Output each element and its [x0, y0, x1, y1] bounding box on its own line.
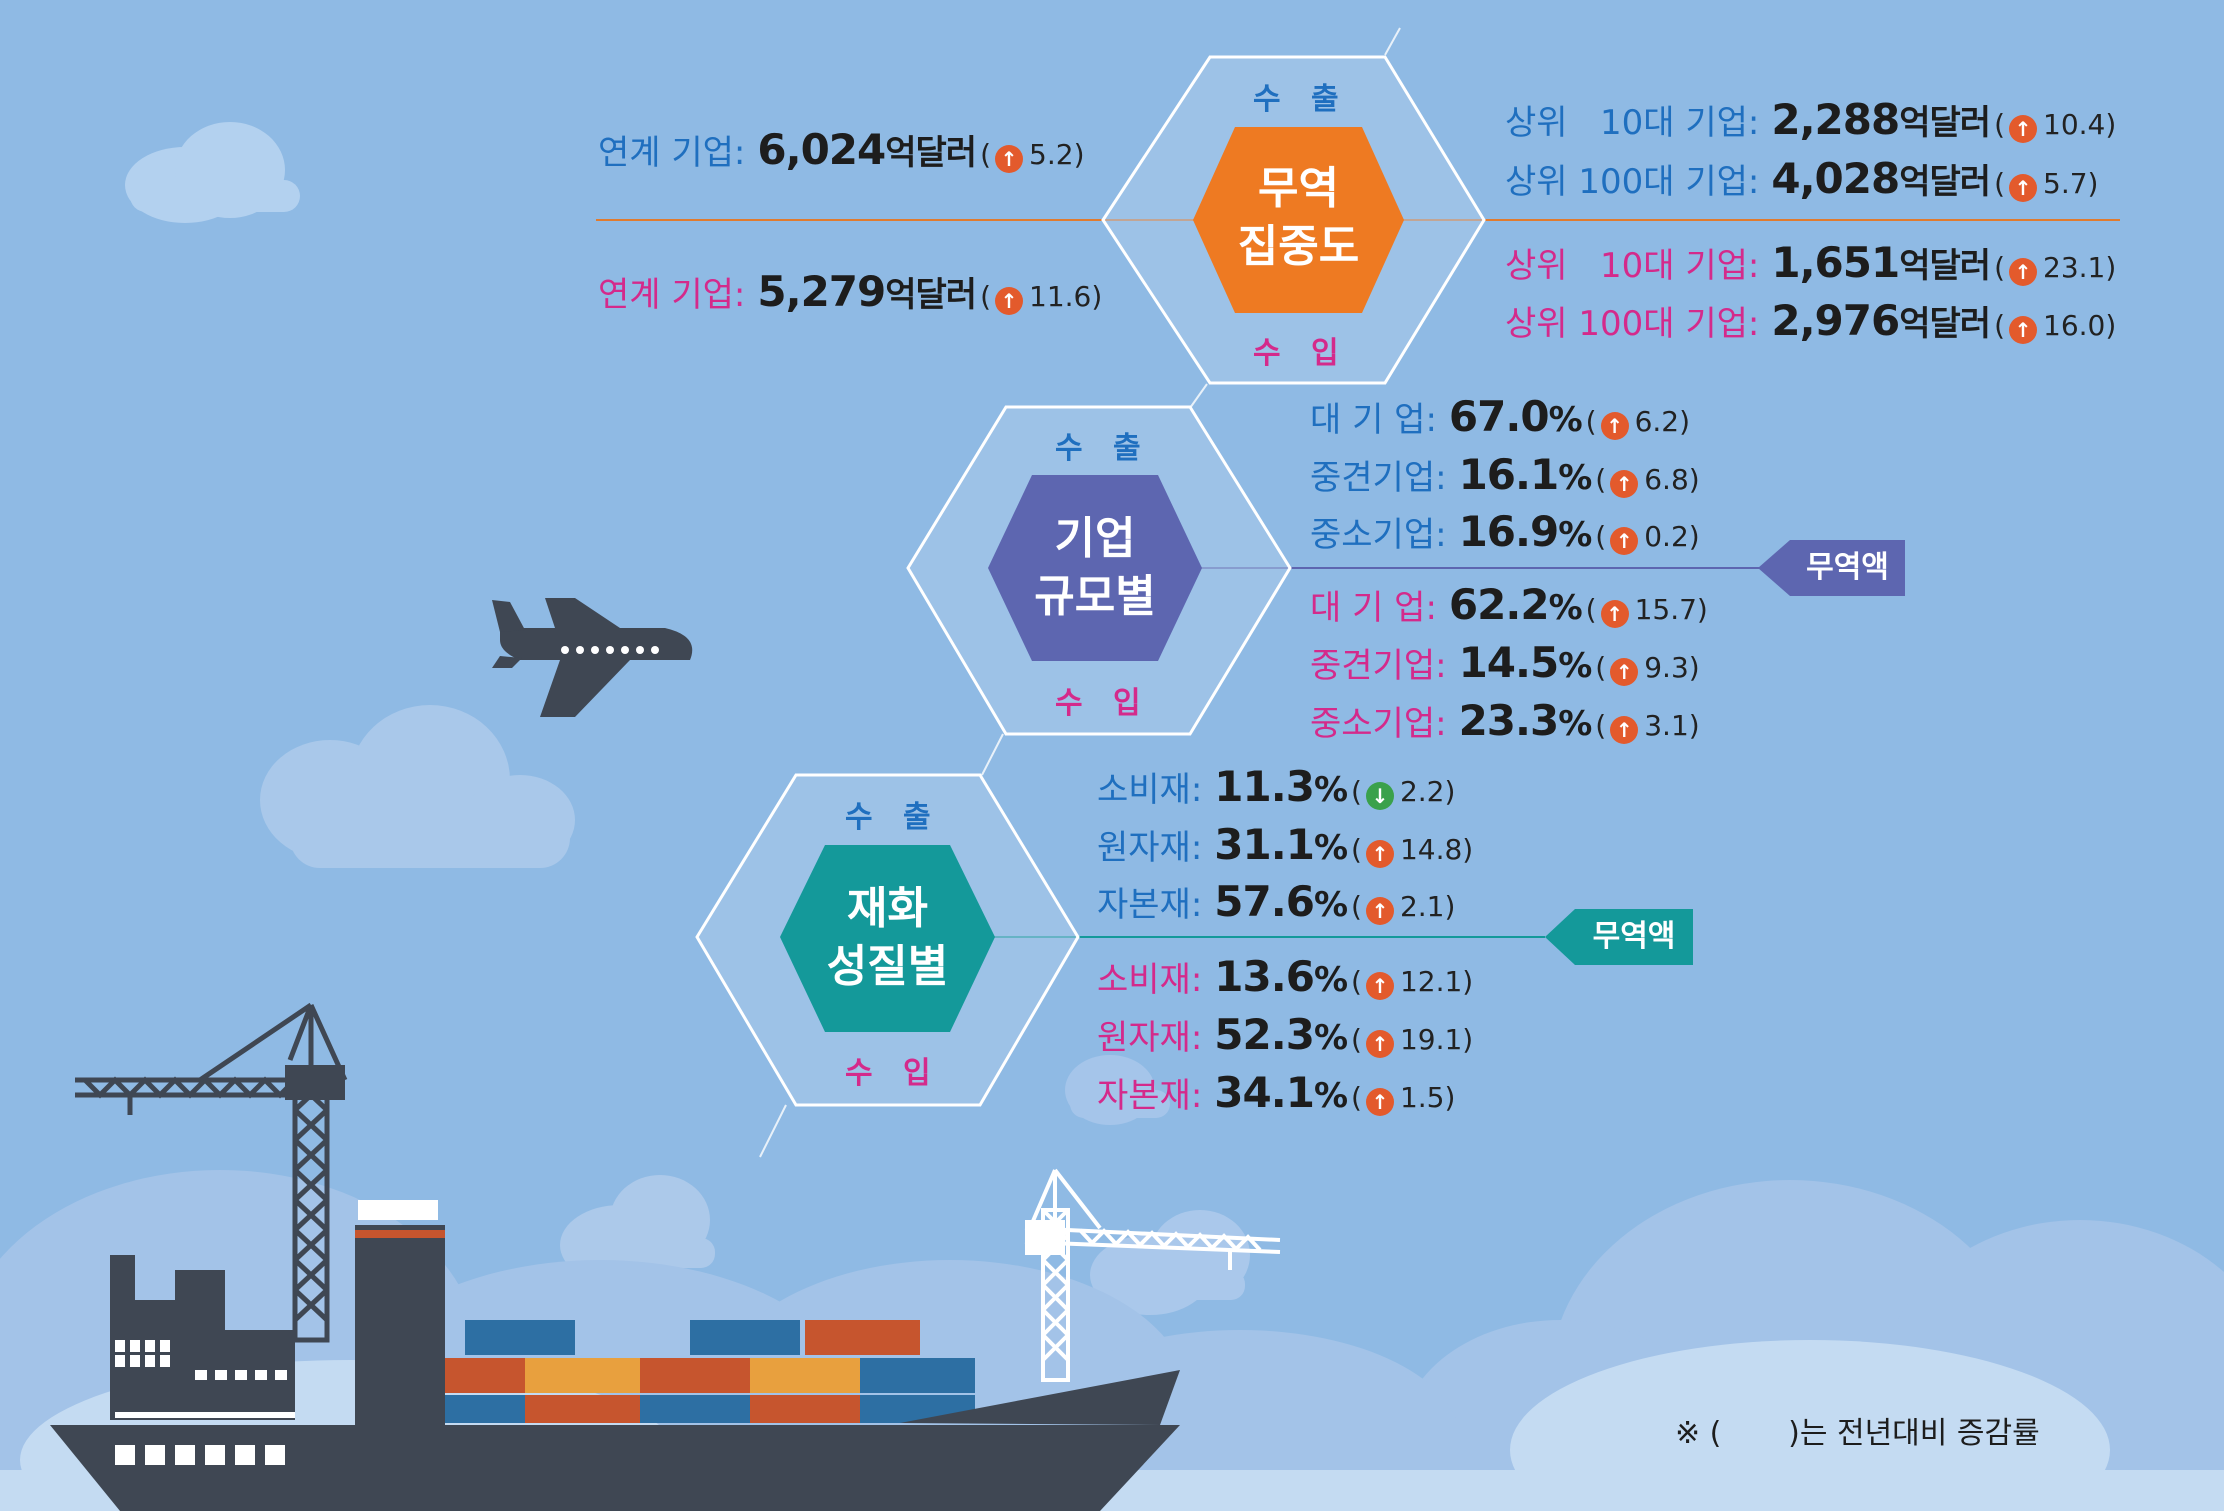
up-arrow-icon — [1610, 526, 1639, 555]
up-arrow-icon — [2009, 114, 2037, 143]
trade-amount-tag: 무역액 — [1592, 919, 1676, 954]
up-arrow-icon — [1610, 715, 1639, 744]
section-title-concentration: 무역 집중도 — [1237, 163, 1360, 272]
import-linked-row: 연계 기업: 5,279 억달러 (11.6) — [598, 267, 1102, 316]
export-header: 수 출 — [1055, 431, 1151, 466]
port-crane-icon — [1024, 1168, 1281, 1382]
import-header: 수 입 — [1055, 686, 1151, 721]
up-arrow-icon — [2009, 315, 2038, 344]
size-export-row: 중견기업: 16.1% (6.8) — [1310, 450, 1700, 499]
cloud-icon — [260, 705, 575, 868]
hexagon-goods — [780, 845, 995, 1032]
export-top10-row: 상위 10대 기업: 2,288 억달러 (10.4) — [1505, 95, 2116, 144]
import-header: 수 입 — [1253, 336, 1349, 371]
export-header: 수 출 — [1253, 82, 1349, 117]
goods-import-row: 원자재: 52.3% (19.1) — [1097, 1010, 1473, 1059]
down-arrow-icon — [1365, 781, 1394, 810]
up-arrow-icon — [1365, 896, 1394, 925]
up-arrow-icon — [1365, 839, 1394, 868]
cargo-ship-icon — [50, 1200, 1180, 1511]
up-arrow-icon — [995, 286, 1024, 315]
goods-import-row: 소비재: 13.6% (12.1) — [1097, 952, 1473, 1001]
cloud-icon — [125, 122, 300, 223]
import-top100-row: 상위 100대 기업: 2,976 억달러 (16.0) — [1505, 296, 2116, 345]
up-arrow-icon — [1610, 657, 1639, 686]
up-arrow-icon — [2009, 257, 2037, 286]
up-arrow-icon — [1600, 599, 1629, 628]
up-arrow-icon — [1365, 1029, 1394, 1058]
size-export-row: 대 기 업: 67.0% (6.2) — [1310, 392, 1690, 441]
size-import-row: 중소기업: 23.3% (3.1) — [1310, 696, 1700, 745]
section-title-size: 기업 규모별 — [1034, 513, 1156, 622]
up-arrow-icon — [1610, 469, 1639, 498]
up-arrow-icon — [1365, 1087, 1394, 1116]
goods-export-row: 소비재: 11.3% (2.2) — [1097, 762, 1455, 811]
up-arrow-icon — [2009, 173, 2038, 202]
up-arrow-icon — [1365, 971, 1394, 1000]
cloud-icon — [1065, 1055, 1170, 1125]
trade-amount-tag: 무역액 — [1806, 550, 1889, 585]
import-top10-row: 상위 10대 기업: 1,651 억달러 (23.1) — [1505, 238, 2116, 287]
section-title-goods: 재화 성질별 — [826, 883, 949, 992]
size-import-row: 대 기 업: 62.2% (15.7) — [1310, 580, 1708, 629]
export-header: 수 출 — [845, 800, 941, 835]
export-top100-row: 상위 100대 기업: 4,028 억달러 (5.7) — [1505, 154, 2098, 203]
tag-shape — [1758, 540, 1905, 596]
hexagon-size — [988, 475, 1202, 661]
hexagon-concentration — [1193, 127, 1404, 313]
up-arrow-icon — [1600, 411, 1629, 440]
tag-shape — [1545, 909, 1693, 965]
goods-import-row: 자본재: 34.1% (1.5) — [1097, 1068, 1455, 1117]
import-header: 수 입 — [845, 1056, 941, 1091]
goods-export-row: 원자재: 31.1% (14.8) — [1097, 820, 1473, 869]
size-import-row: 중견기업: 14.5% (9.3) — [1310, 638, 1700, 687]
size-export-row: 중소기업: 16.9% (0.2) — [1310, 507, 1700, 556]
airplane-icon — [492, 598, 693, 717]
export-linked-row: 연계 기업: 6,024 억달러 (5.2) — [598, 125, 1085, 174]
footnote: ※ ( )는 전년대비 증감률 — [1675, 1416, 2040, 1451]
goods-export-row: 자본재: 57.6% (2.1) — [1097, 877, 1455, 926]
up-arrow-icon — [995, 144, 1024, 173]
